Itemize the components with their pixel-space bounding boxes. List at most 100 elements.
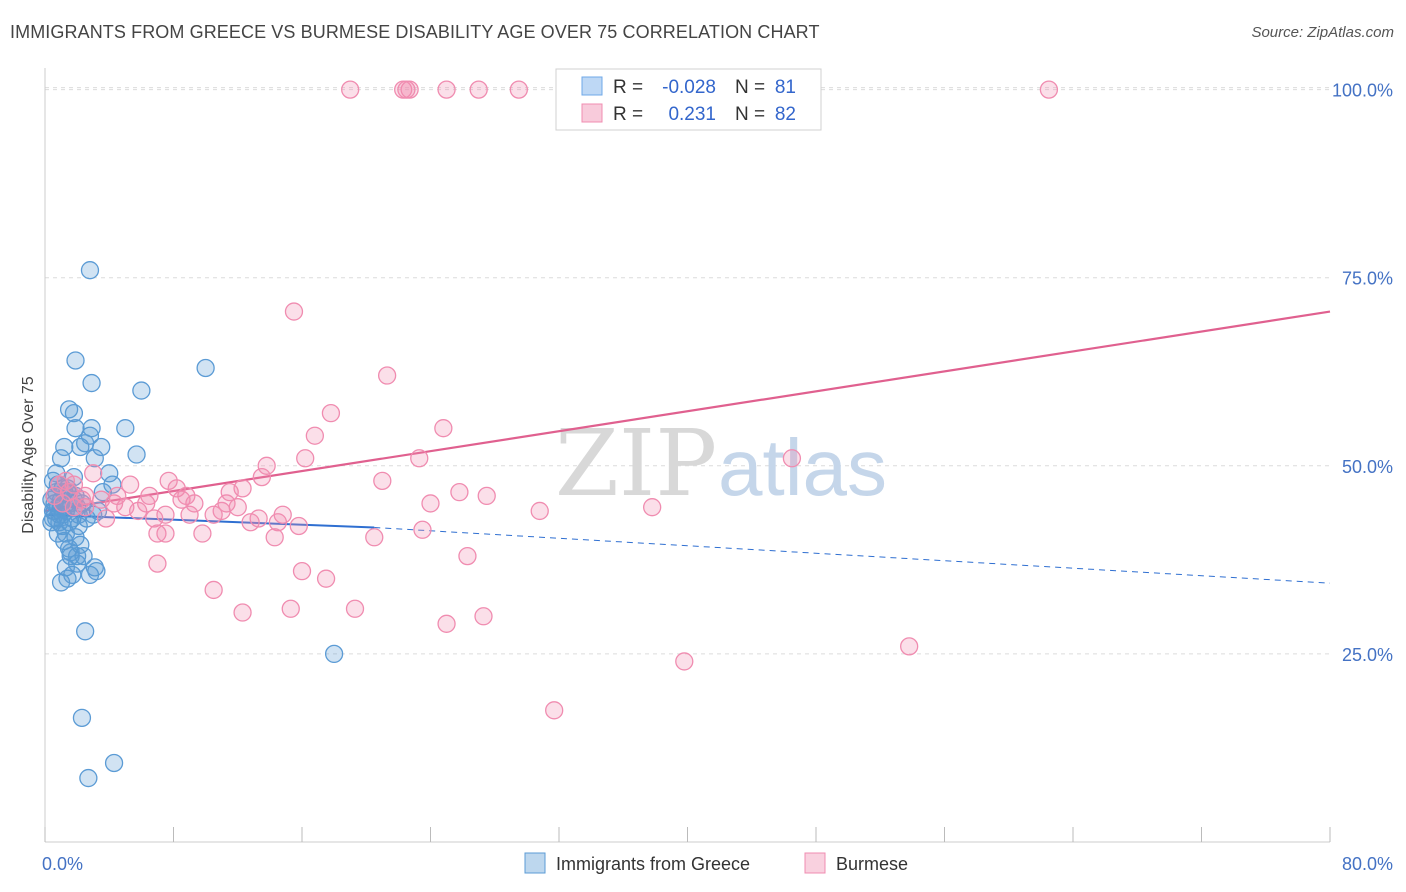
point-burmese-14 (296, 449, 315, 468)
stats-n-label-burmese: N = (735, 104, 765, 125)
y-axis-label: Disability Age Over 75 (20, 376, 37, 534)
grid (45, 87, 1330, 655)
point-greece-35 (116, 419, 135, 438)
point-greece-33 (100, 464, 119, 483)
source-credit: Source: ZipAtlas.com (1251, 24, 1394, 41)
point-burmese-71 (900, 637, 919, 656)
point-burmese-76 (140, 486, 159, 506)
point-greece-56 (85, 558, 104, 577)
watermark: ZIP atlas (555, 410, 887, 517)
stats-n-label-greece: N = (735, 77, 765, 98)
stats-legend-box (555, 68, 822, 131)
point-burmese-21 (167, 479, 186, 498)
point-greece-41 (196, 358, 215, 378)
series-legend: Immigrants from Greece Burmese (524, 852, 908, 874)
point-burmese-58 (365, 528, 384, 547)
point-burmese-13 (257, 456, 276, 475)
point-greece-65 (42, 513, 61, 532)
y-tick-label-3: 100.0% (1332, 81, 1393, 101)
point-burmese-51 (643, 498, 662, 517)
point-burmese-36 (156, 505, 175, 524)
point-burmese-5 (469, 80, 488, 99)
legend-swatch-burmese (804, 852, 826, 874)
point-greece-79 (93, 482, 112, 502)
point-greece-68 (72, 708, 92, 728)
point-burmese-72 (545, 701, 564, 720)
point-burmese-49 (477, 486, 496, 506)
x-tick-label-1: 80.0% (1342, 854, 1393, 874)
point-greece-52 (63, 565, 82, 585)
chart-title: IMMIGRANTS FROM GREECE VS BURMESE DISABI… (10, 22, 820, 42)
legend-label-burmese: Burmese (836, 854, 908, 874)
point-greece-23 (55, 437, 74, 457)
y-tick-labels: 25.0% 50.0% 75.0% 100.0% (1332, 81, 1393, 665)
x-tick-label-0: 0.0% (42, 854, 83, 874)
point-burmese-61 (292, 561, 312, 581)
point-burmese-7 (1039, 80, 1059, 99)
point-greece-29 (80, 426, 100, 445)
point-greece-36 (127, 445, 146, 464)
point-burmese-55 (156, 524, 175, 543)
point-burmese-15 (410, 449, 429, 468)
point-burmese-65 (233, 603, 252, 622)
point-burmese-50 (530, 501, 549, 521)
point-burmese-80 (56, 471, 76, 491)
point-burmese-60 (148, 554, 167, 573)
legend-label-greece: Immigrants from Greece (556, 854, 750, 874)
point-burmese-74 (96, 509, 116, 528)
point-burmese-62 (316, 569, 336, 588)
point-burmese-64 (204, 580, 223, 600)
point-burmese-10 (321, 403, 341, 423)
point-burmese-6 (509, 80, 528, 99)
point-burmese-68 (437, 614, 456, 633)
point-burmese-35 (145, 509, 164, 528)
point-burmese-39 (180, 505, 199, 524)
stats-r-label-greece: R = (613, 77, 643, 98)
point-burmese-47 (289, 516, 308, 536)
point-burmese-57 (265, 528, 284, 547)
point-burmese-11 (434, 419, 453, 438)
point-burmese-81 (45, 486, 64, 506)
point-burmese-56 (193, 524, 212, 543)
watermark-atlas: atlas (718, 423, 887, 512)
point-greece-69 (104, 753, 124, 773)
trend-line-burmese (44, 310, 1331, 513)
point-greece-37 (132, 381, 151, 400)
point-burmese-3 (400, 80, 419, 99)
point-greece-38 (82, 373, 101, 393)
point-greece-39 (66, 351, 85, 370)
point-greece-32 (92, 437, 111, 457)
point-greece-67 (76, 622, 95, 641)
point-burmese-44 (249, 509, 268, 528)
stats-n-value-burmese: 82 (775, 104, 796, 125)
stats-swatch-burmese (581, 103, 603, 123)
point-burmese-67 (345, 599, 365, 618)
point-burmese-4 (437, 80, 456, 99)
point-burmese-32 (104, 494, 124, 513)
point-greece-40 (80, 261, 100, 280)
point-greece-31 (85, 449, 104, 468)
point-greece-22 (51, 449, 71, 468)
point-burmese-73 (72, 490, 92, 509)
point-burmese-17 (373, 471, 392, 491)
stats-r-value-burmese: 0.231 (668, 104, 716, 125)
point-burmese-16 (782, 449, 802, 468)
point-burmese-77 (177, 486, 196, 506)
y-tick-label-0: 25.0% (1342, 645, 1393, 665)
point-greece-47 (71, 535, 90, 554)
legend-swatch-greece (524, 852, 546, 874)
axes (44, 68, 1331, 843)
point-burmese-78 (217, 494, 236, 513)
point-greece-34 (103, 475, 122, 494)
point-burmese-9 (377, 366, 397, 385)
point-burmese-75 (129, 501, 148, 521)
trend-line-greece (44, 513, 375, 529)
data-points (42, 80, 1059, 788)
point-greece-30 (82, 419, 101, 438)
y-tick-label-1: 50.0% (1342, 457, 1393, 477)
x-tick-labels: 0.0% 80.0% (42, 854, 1393, 874)
stats-swatch-greece (581, 76, 603, 96)
stats-r-value-greece: -0.028 (662, 77, 716, 98)
point-greece-66 (61, 543, 80, 562)
